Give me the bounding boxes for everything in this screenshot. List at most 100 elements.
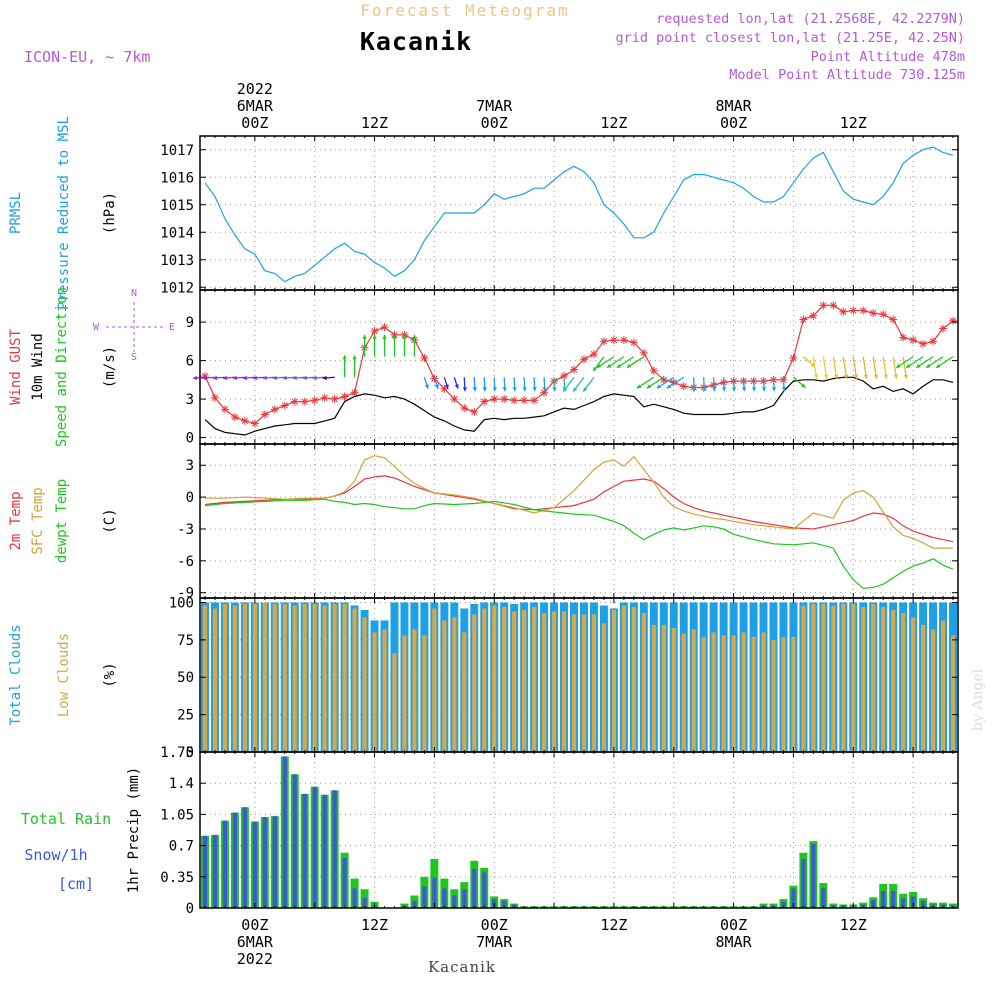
gust-marker-stroke bbox=[840, 308, 847, 315]
bar-low bbox=[861, 606, 866, 752]
gust-marker bbox=[809, 311, 818, 320]
gust-marker-stroke bbox=[919, 340, 927, 348]
bar-snow bbox=[302, 793, 307, 908]
bar-snow bbox=[462, 889, 467, 908]
bar-low bbox=[661, 624, 666, 752]
y-tick-label: 75 bbox=[177, 633, 194, 649]
y-tick-label: 1.75 bbox=[160, 745, 194, 761]
bar-low bbox=[940, 620, 946, 752]
gust-marker-stroke bbox=[790, 354, 797, 362]
bar-low bbox=[701, 636, 706, 752]
wind-arrow-head bbox=[262, 375, 267, 381]
gust-marker-stroke bbox=[241, 417, 249, 425]
wind-arrow-head bbox=[896, 363, 901, 368]
bar-snow bbox=[901, 898, 906, 908]
axis-label-line: SFC Temp bbox=[30, 487, 46, 554]
bar-low bbox=[601, 623, 607, 752]
wind-arrow bbox=[382, 334, 387, 357]
axis-label-line: 2m Temp bbox=[8, 491, 24, 550]
gust-marker-stroke bbox=[880, 311, 887, 318]
wind-arrow bbox=[502, 377, 507, 392]
bar-low bbox=[581, 614, 587, 752]
gust-marker-stroke bbox=[630, 339, 638, 346]
wind-arrow bbox=[192, 375, 206, 381]
wind-arrow bbox=[402, 334, 407, 357]
bar-low bbox=[950, 635, 956, 752]
gust-marker bbox=[849, 306, 858, 315]
top-time-label: 8MAR bbox=[716, 97, 753, 115]
model-name: ICON-EU, ~ 7km bbox=[24, 48, 150, 66]
bar-snow bbox=[821, 888, 826, 908]
top-time-label: 12Z bbox=[600, 114, 627, 132]
bar-snow bbox=[781, 901, 786, 908]
gust-marker-stroke bbox=[331, 395, 338, 403]
wind-arrow bbox=[761, 377, 767, 392]
axis-label-line: Pressure Reduced to MSL bbox=[56, 116, 72, 310]
bar-low bbox=[512, 611, 517, 752]
bar-low bbox=[691, 629, 696, 752]
y-tick-label: 1.4 bbox=[169, 776, 194, 792]
wind-arrow-head bbox=[392, 334, 397, 339]
wind-arrow-head bbox=[532, 387, 537, 392]
gust-marker-stroke bbox=[421, 354, 428, 362]
wind-arrow-head bbox=[583, 387, 588, 392]
wind-arrow bbox=[572, 376, 585, 393]
bar-low bbox=[831, 605, 836, 752]
bottom-time-label: 8MAR bbox=[716, 933, 753, 951]
bar-snow bbox=[452, 895, 457, 908]
gust-marker bbox=[879, 310, 888, 319]
wind-arrow bbox=[292, 375, 305, 381]
bar-low bbox=[851, 603, 856, 752]
gust-marker-stroke bbox=[221, 406, 229, 413]
bar-snow bbox=[312, 786, 317, 908]
bottom-time-label: 2022 bbox=[237, 950, 273, 968]
wind-arrow bbox=[616, 356, 635, 369]
bar-low bbox=[392, 653, 397, 752]
wind-arrow bbox=[852, 356, 859, 379]
wind-arrow bbox=[342, 355, 347, 378]
top-title: Forecast Meteogram bbox=[360, 1, 569, 20]
wind-arrow bbox=[895, 356, 914, 369]
bar-low bbox=[591, 614, 597, 752]
bottom-time-label: 12Z bbox=[600, 916, 627, 934]
compass-east: E bbox=[169, 322, 175, 333]
wind-arrow bbox=[562, 376, 575, 393]
wind-arrow bbox=[592, 356, 605, 372]
gust-marker-stroke bbox=[481, 398, 488, 405]
wind-arrow-head bbox=[596, 363, 602, 368]
gust-marker-stroke bbox=[311, 397, 318, 404]
wind-arrow bbox=[751, 377, 757, 392]
y-tick-label: -6 bbox=[177, 554, 194, 570]
gust-marker-stroke bbox=[451, 395, 458, 403]
bar-snow bbox=[432, 877, 437, 908]
wind-arrow-head bbox=[292, 375, 297, 381]
bottom-time-label: 7MAR bbox=[476, 933, 513, 951]
wind-arrow-head bbox=[712, 387, 717, 392]
axis-label-line: Speed and Direction bbox=[54, 287, 70, 447]
wind-arrow-head bbox=[863, 374, 869, 379]
station-name: Kacanik bbox=[360, 27, 472, 56]
wind-arrow-head bbox=[222, 375, 227, 381]
wind-arrow bbox=[453, 377, 459, 389]
wind-arrow bbox=[731, 377, 737, 392]
bar-low bbox=[412, 629, 417, 752]
panel-frame bbox=[199, 135, 959, 291]
y-tick-label: 1.05 bbox=[160, 807, 194, 823]
wind-arrow bbox=[712, 377, 717, 392]
legend-snow: Snow/1h bbox=[24, 846, 87, 864]
y-tick-label: 0.7 bbox=[169, 839, 194, 855]
gust-marker bbox=[340, 392, 349, 401]
gust-marker bbox=[370, 327, 379, 336]
wind-arrow bbox=[472, 377, 477, 392]
y-tick-label: 1012 bbox=[160, 280, 194, 296]
bar-low bbox=[422, 635, 427, 752]
bar-snow bbox=[252, 821, 257, 908]
wind-arrow-head bbox=[372, 334, 377, 339]
gust-marker bbox=[470, 407, 479, 416]
wind-arrow-head bbox=[424, 384, 429, 389]
gust-marker bbox=[320, 393, 329, 402]
wind-arrow bbox=[443, 377, 449, 389]
gust-marker bbox=[839, 307, 848, 316]
bar-low bbox=[671, 627, 676, 752]
gust-marker-stroke bbox=[511, 397, 518, 404]
